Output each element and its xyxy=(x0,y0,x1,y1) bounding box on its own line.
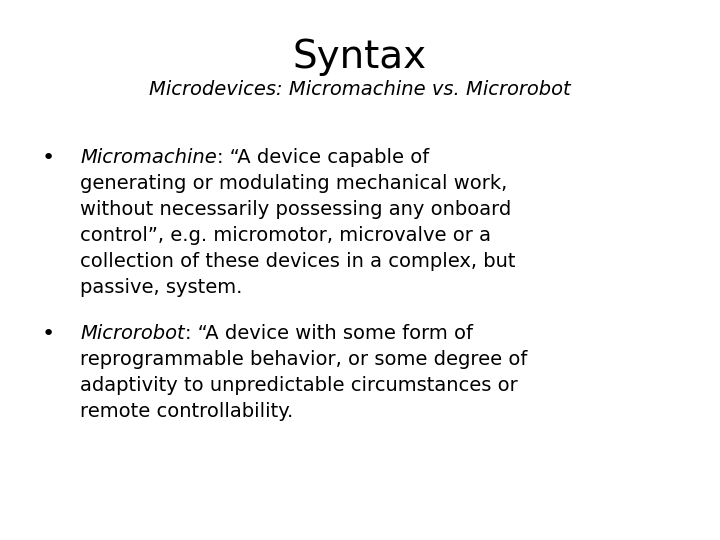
Text: Syntax: Syntax xyxy=(293,38,427,76)
Text: : “A device capable of: : “A device capable of xyxy=(217,148,429,167)
Text: •: • xyxy=(41,148,55,168)
Text: •: • xyxy=(41,324,55,344)
Text: passive, system.: passive, system. xyxy=(80,278,243,297)
Text: : “A device with some form of: : “A device with some form of xyxy=(184,324,472,343)
Text: control”, e.g. micromotor, microvalve or a: control”, e.g. micromotor, microvalve or… xyxy=(80,226,491,245)
Text: reprogrammable behavior, or some degree of: reprogrammable behavior, or some degree … xyxy=(80,350,527,369)
Text: collection of these devices in a complex, but: collection of these devices in a complex… xyxy=(80,252,516,271)
Text: remote controllability.: remote controllability. xyxy=(80,402,293,421)
Text: Micromachine: Micromachine xyxy=(80,148,217,167)
Text: Microdevices: Micromachine vs. Microrobot: Microdevices: Micromachine vs. Microrobo… xyxy=(149,80,571,99)
Text: Microrobot: Microrobot xyxy=(80,324,184,343)
Text: without necessarily possessing any onboard: without necessarily possessing any onboa… xyxy=(80,200,511,219)
Text: adaptivity to unpredictable circumstances or: adaptivity to unpredictable circumstance… xyxy=(80,376,518,395)
Text: generating or modulating mechanical work,: generating or modulating mechanical work… xyxy=(80,174,508,193)
